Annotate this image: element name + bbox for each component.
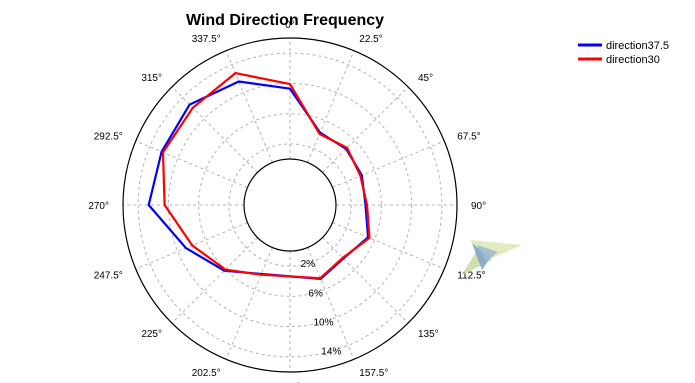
direction-label: 337.5° xyxy=(192,34,221,45)
direction-label: 135° xyxy=(418,329,439,340)
series-line-direction37.5 xyxy=(147,80,370,280)
legend: direction37.5 direction30 xyxy=(578,40,669,66)
direction-label: 157.5° xyxy=(359,368,388,379)
grid-spoke xyxy=(225,50,273,163)
direction-label: 202.5° xyxy=(192,368,221,379)
grid-spoke xyxy=(307,247,355,360)
direction-label: 270° xyxy=(88,201,109,212)
grid-spoke xyxy=(322,237,409,324)
chart-title: Wind Direction Frequency xyxy=(186,12,384,29)
legend-label-direction37.5: direction37.5 xyxy=(606,40,669,52)
direction-label: 22.5° xyxy=(359,34,382,45)
series-line-direction30 xyxy=(161,72,371,280)
grid-spoke xyxy=(307,50,355,163)
grid-ring-0 xyxy=(228,143,352,267)
outer-ring xyxy=(122,37,458,373)
ring-label: 10% xyxy=(313,317,333,328)
grid-spoke xyxy=(332,222,445,270)
direction-label: 315° xyxy=(141,73,162,84)
direction-label: 247.5° xyxy=(94,270,123,281)
grid-spoke xyxy=(135,140,248,188)
direction-label: 112.5° xyxy=(457,270,485,281)
grid-spoke xyxy=(332,140,445,188)
grid-ring-1 xyxy=(198,113,382,297)
direction-label: 90° xyxy=(471,201,486,212)
grid-ring-3 xyxy=(137,52,443,358)
grid-spoke xyxy=(171,86,258,173)
direction-label: 225° xyxy=(141,329,162,340)
direction-label: 0° xyxy=(285,20,295,31)
ring-label: 6% xyxy=(308,288,323,299)
direction-labels: 0°22.5°45°67.5°90°112.5°135°157.5°180°20… xyxy=(88,20,486,383)
legend-label-direction30: direction30 xyxy=(606,54,660,66)
ring-label: 14% xyxy=(321,347,341,358)
ring-label: 2% xyxy=(301,259,316,270)
grid-spoke xyxy=(322,86,409,173)
grid-spoke xyxy=(171,237,258,324)
polar-grid xyxy=(122,37,458,373)
inner-hub xyxy=(243,158,337,252)
direction-label: 45° xyxy=(418,73,433,84)
direction-label: 67.5° xyxy=(457,132,480,143)
grid-spoke xyxy=(225,247,273,360)
watermark-logo xyxy=(462,240,522,275)
series-layer xyxy=(147,72,371,280)
direction-label: 292.5° xyxy=(94,132,123,143)
ring-labels: 2% 6% 10% 14% xyxy=(301,259,342,358)
